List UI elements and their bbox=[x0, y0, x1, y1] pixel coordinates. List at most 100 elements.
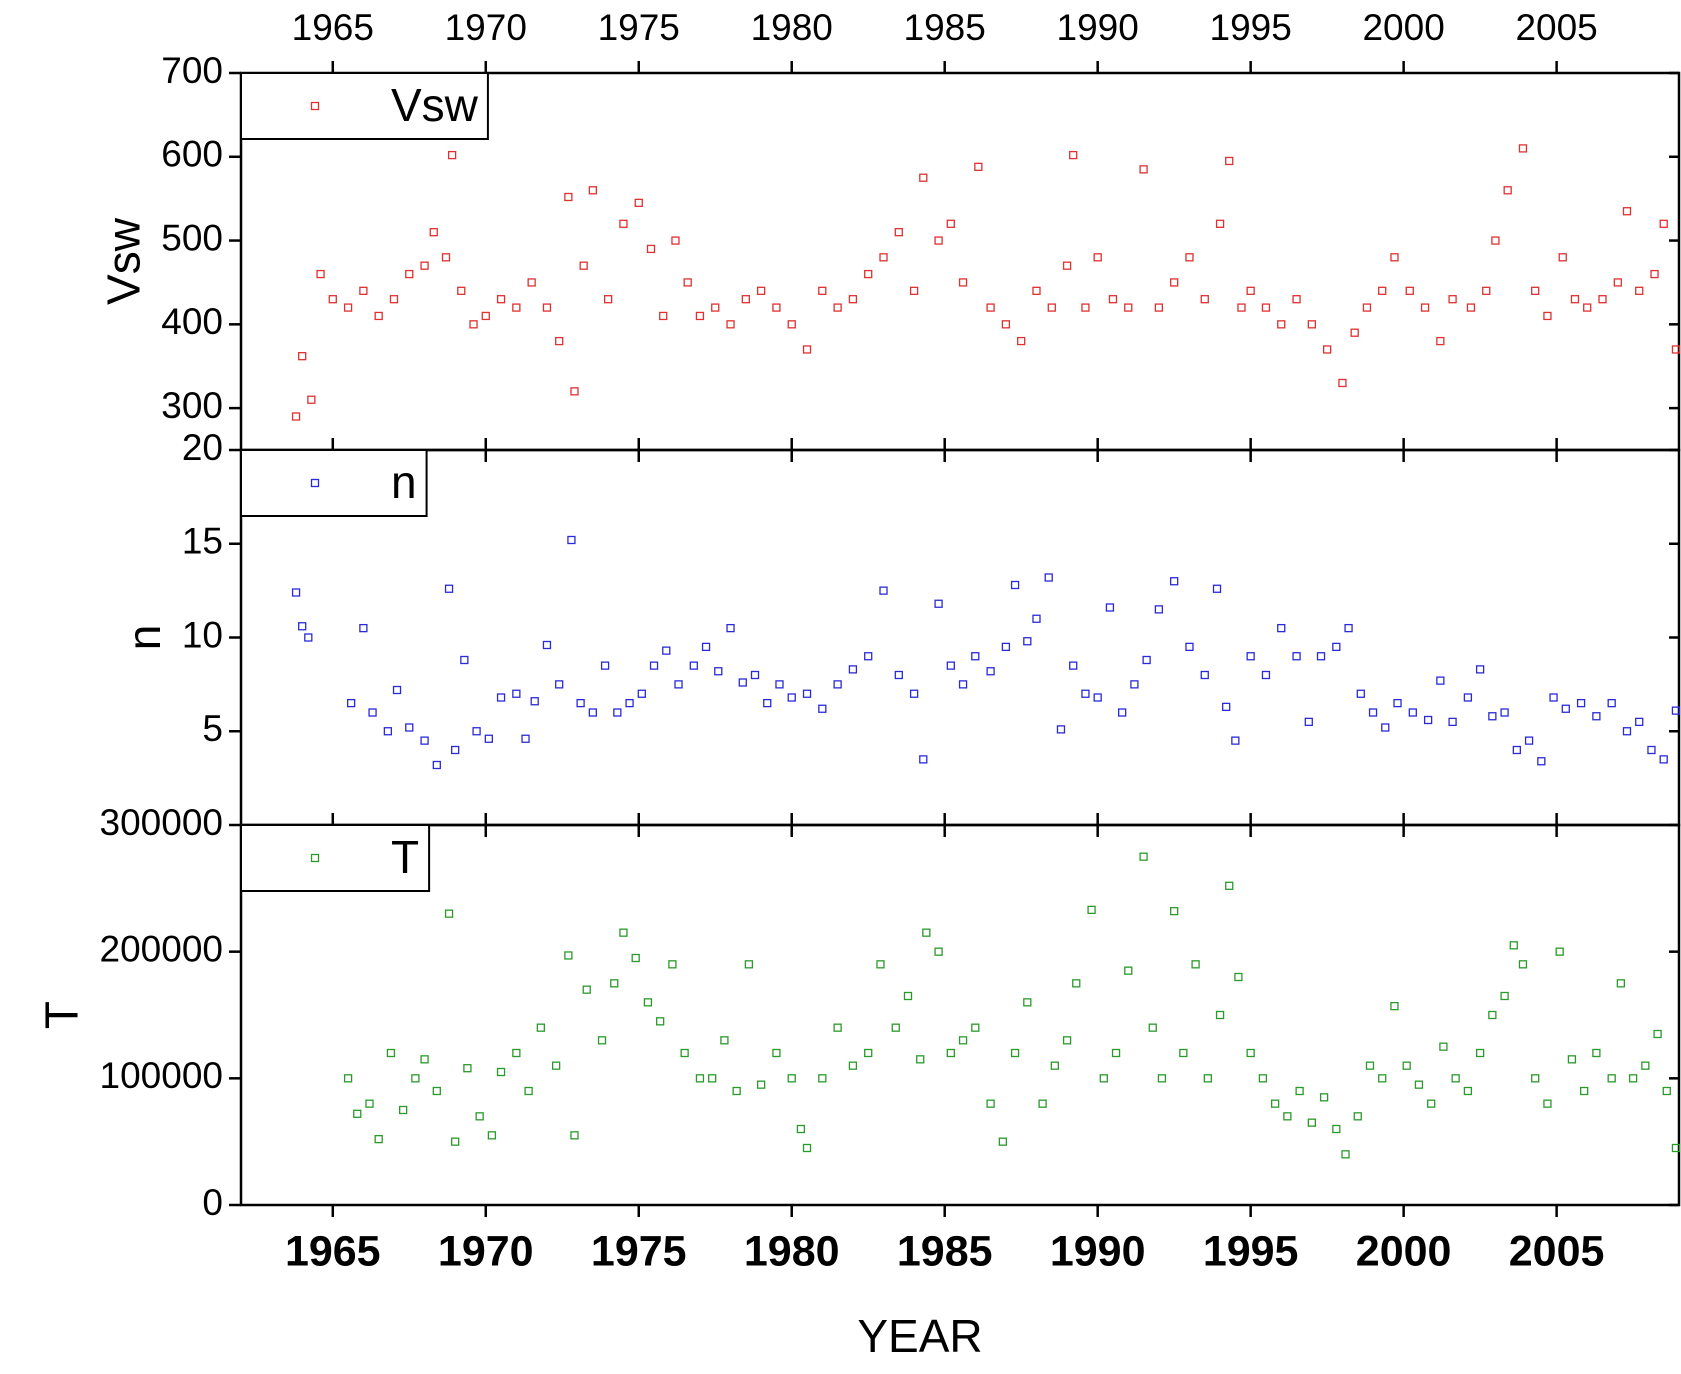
data-point bbox=[986, 1099, 995, 1108]
data-point bbox=[1488, 712, 1497, 721]
data-point bbox=[1463, 1086, 1473, 1096]
data-point bbox=[1277, 320, 1286, 329]
data-point bbox=[359, 623, 368, 633]
data-point bbox=[368, 708, 377, 717]
data-point bbox=[738, 678, 747, 687]
data-point bbox=[1124, 303, 1133, 312]
data-point bbox=[756, 286, 766, 295]
data-point bbox=[429, 228, 438, 237]
data-point bbox=[1500, 991, 1509, 1001]
data-point bbox=[1142, 655, 1151, 665]
data-point bbox=[946, 1048, 955, 1058]
data-point bbox=[316, 269, 325, 279]
data-point bbox=[1381, 723, 1390, 732]
data-point bbox=[1549, 693, 1558, 702]
data-point bbox=[1062, 261, 1072, 270]
data-point bbox=[555, 680, 564, 689]
data-point bbox=[879, 586, 888, 595]
x-tick-label-top: 2005 bbox=[1515, 7, 1597, 48]
data-point bbox=[291, 412, 301, 421]
data-point bbox=[1448, 295, 1457, 304]
y-tick-label: 300 bbox=[161, 385, 223, 426]
data-point bbox=[701, 642, 711, 652]
data-point bbox=[695, 1074, 705, 1083]
data-point bbox=[1353, 1112, 1362, 1121]
data-point bbox=[1491, 236, 1500, 245]
data-point bbox=[1307, 1118, 1317, 1127]
data-point bbox=[1518, 144, 1528, 153]
data-point bbox=[551, 1061, 561, 1070]
data-point bbox=[879, 253, 888, 262]
data-point bbox=[1635, 286, 1644, 295]
data-point bbox=[588, 186, 598, 195]
data-point bbox=[802, 1143, 812, 1153]
data-point bbox=[958, 680, 968, 689]
data-point bbox=[1118, 708, 1127, 717]
data-point bbox=[1580, 1086, 1589, 1096]
data-point bbox=[833, 303, 842, 312]
data-point bbox=[750, 670, 760, 680]
data-point bbox=[848, 665, 858, 674]
data-point bbox=[472, 727, 481, 736]
data-point bbox=[756, 1080, 766, 1089]
data-point bbox=[649, 661, 659, 670]
data-point bbox=[668, 960, 677, 969]
data-point bbox=[802, 345, 812, 354]
data-point bbox=[1475, 1048, 1485, 1058]
data-point bbox=[714, 667, 723, 676]
data-point bbox=[512, 689, 521, 698]
data-point bbox=[1622, 727, 1632, 736]
data-point bbox=[1423, 715, 1433, 725]
data-point bbox=[1561, 704, 1570, 713]
data-point bbox=[1662, 1086, 1671, 1096]
data-point bbox=[1322, 345, 1332, 354]
data-point bbox=[527, 278, 536, 287]
data-point bbox=[1179, 1048, 1188, 1058]
y-axis-label: n bbox=[118, 625, 170, 651]
data-point bbox=[1001, 320, 1011, 329]
data-point bbox=[1543, 1099, 1552, 1108]
data-point bbox=[1500, 708, 1509, 717]
data-point bbox=[564, 192, 573, 202]
data-point bbox=[1332, 1124, 1341, 1134]
y-tick-label: 20 bbox=[182, 427, 223, 468]
data-point bbox=[1200, 295, 1209, 304]
data-point bbox=[625, 698, 634, 708]
data-point bbox=[998, 1137, 1007, 1146]
x-tick-label-top: 1980 bbox=[751, 7, 833, 48]
data-point bbox=[1108, 295, 1118, 304]
data-point bbox=[432, 1086, 441, 1096]
data-point bbox=[1099, 1074, 1108, 1083]
legend-label: Vsw bbox=[391, 79, 479, 131]
x-tick-label: 1995 bbox=[1203, 1227, 1299, 1275]
data-point bbox=[619, 928, 628, 937]
data-point bbox=[1503, 186, 1512, 195]
data-point bbox=[1295, 1086, 1304, 1096]
data-point bbox=[1362, 303, 1372, 312]
data-point bbox=[1650, 269, 1659, 279]
data-point bbox=[909, 286, 919, 295]
data-point bbox=[1368, 708, 1378, 717]
data-point bbox=[1270, 1099, 1280, 1108]
y-tick-label: 5 bbox=[202, 708, 223, 749]
data-point bbox=[971, 652, 980, 661]
data-point bbox=[796, 1124, 806, 1134]
data-point bbox=[1154, 605, 1164, 614]
data-point bbox=[420, 261, 429, 270]
data-point bbox=[637, 689, 646, 698]
data-point bbox=[1647, 745, 1656, 755]
data-point bbox=[603, 295, 613, 304]
data-point bbox=[1531, 286, 1540, 295]
data-point bbox=[600, 661, 610, 670]
legend-label: T bbox=[391, 831, 419, 883]
data-point bbox=[1319, 1093, 1329, 1102]
data-point bbox=[695, 311, 705, 321]
data-point bbox=[1191, 960, 1200, 969]
x-tick-label-top: 2000 bbox=[1362, 7, 1444, 48]
data-point bbox=[444, 909, 454, 918]
data-point bbox=[1069, 150, 1078, 160]
data-point bbox=[1124, 966, 1133, 975]
x-axis-label: YEAR bbox=[857, 1310, 982, 1362]
data-point bbox=[405, 723, 414, 732]
